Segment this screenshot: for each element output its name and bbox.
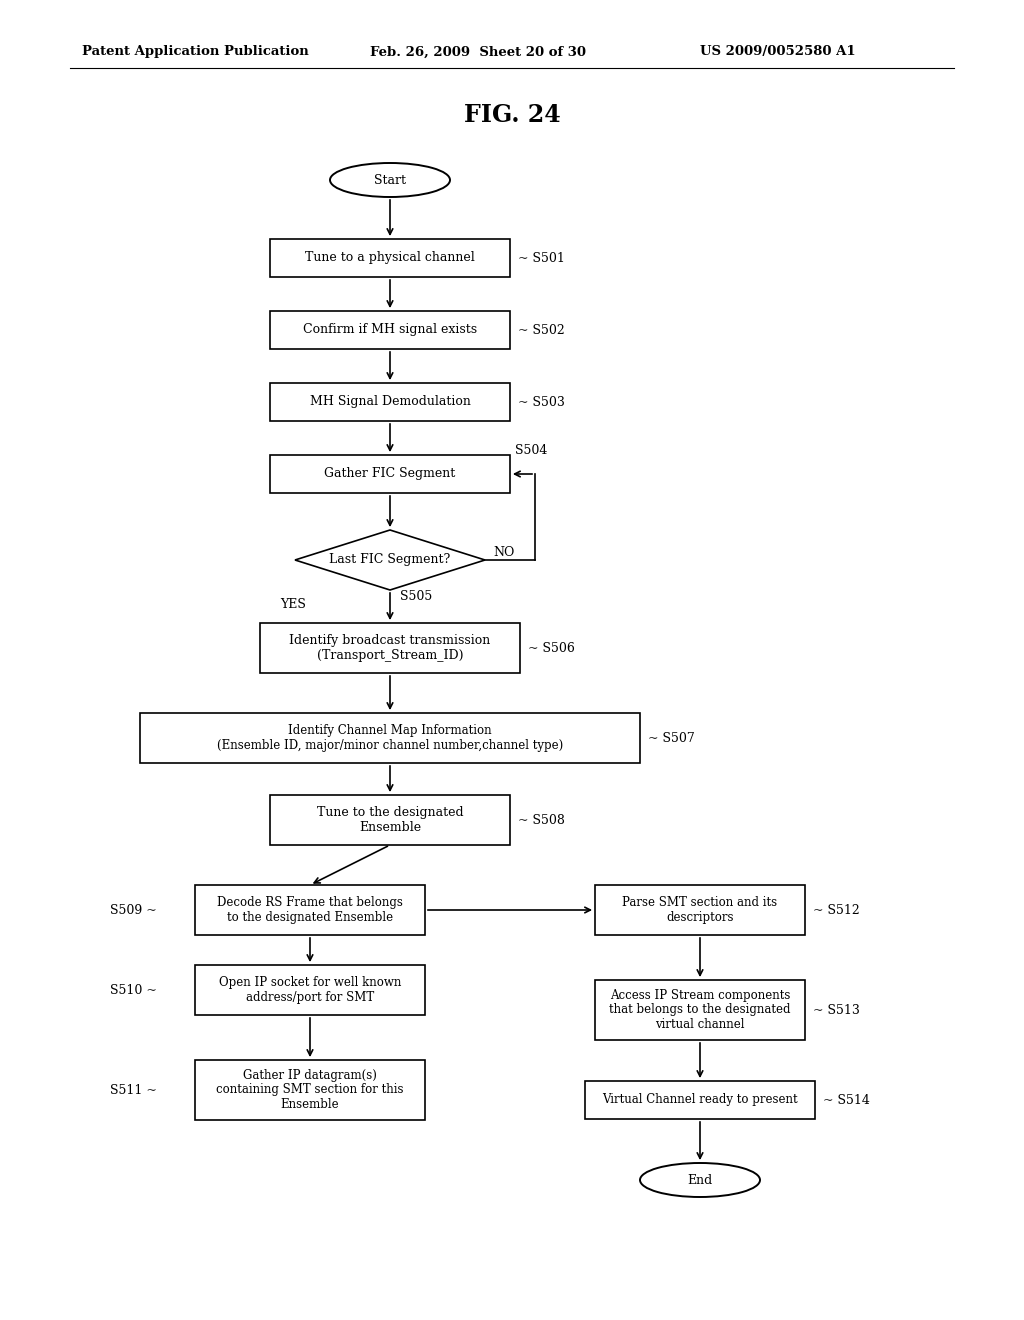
Text: Last FIC Segment?: Last FIC Segment?: [330, 553, 451, 566]
Text: Virtual Channel ready to present: Virtual Channel ready to present: [602, 1093, 798, 1106]
Text: S509 ~: S509 ~: [111, 903, 157, 916]
Text: YES: YES: [280, 598, 306, 610]
Polygon shape: [295, 531, 485, 590]
Text: S505: S505: [400, 590, 432, 602]
Text: Feb. 26, 2009  Sheet 20 of 30: Feb. 26, 2009 Sheet 20 of 30: [370, 45, 586, 58]
Bar: [195, 1060, 425, 1119]
Bar: [595, 884, 805, 935]
Text: Start: Start: [374, 173, 406, 186]
Text: Gather IP datagram(s)
containing SMT section for this
Ensemble: Gather IP datagram(s) containing SMT sec…: [216, 1068, 403, 1111]
Text: MH Signal Demodulation: MH Signal Demodulation: [309, 396, 470, 408]
Text: ~ S508: ~ S508: [518, 813, 565, 826]
Ellipse shape: [330, 162, 450, 197]
Text: S504: S504: [515, 444, 548, 457]
Bar: [270, 383, 510, 421]
Text: Tune to a physical channel: Tune to a physical channel: [305, 252, 475, 264]
Text: ~ S513: ~ S513: [813, 1003, 860, 1016]
Text: Identify Channel Map Information
(Ensemble ID, major/minor channel number,channe: Identify Channel Map Information (Ensemb…: [217, 723, 563, 752]
Text: Decode RS Frame that belongs
to the designated Ensemble: Decode RS Frame that belongs to the desi…: [217, 896, 402, 924]
Text: ~ S514: ~ S514: [823, 1093, 869, 1106]
Bar: [270, 239, 510, 277]
Text: ~ S501: ~ S501: [518, 252, 565, 264]
Text: NO: NO: [493, 545, 514, 558]
Text: ~ S503: ~ S503: [518, 396, 565, 408]
Text: End: End: [687, 1173, 713, 1187]
Bar: [270, 455, 510, 492]
Ellipse shape: [640, 1163, 760, 1197]
Bar: [585, 1081, 815, 1119]
Text: Patent Application Publication: Patent Application Publication: [82, 45, 309, 58]
Bar: [270, 312, 510, 348]
Text: ~ S506: ~ S506: [528, 642, 574, 655]
Text: Tune to the designated
Ensemble: Tune to the designated Ensemble: [316, 807, 463, 834]
Bar: [195, 884, 425, 935]
Bar: [270, 795, 510, 845]
Bar: [595, 979, 805, 1040]
Text: FIG. 24: FIG. 24: [464, 103, 560, 127]
Text: Access IP Stream components
that belongs to the designated
virtual channel: Access IP Stream components that belongs…: [609, 989, 791, 1031]
Text: Identify broadcast transmission
(Transport_Stream_ID): Identify broadcast transmission (Transpo…: [290, 634, 490, 663]
Text: US 2009/0052580 A1: US 2009/0052580 A1: [700, 45, 856, 58]
Text: Gather FIC Segment: Gather FIC Segment: [325, 467, 456, 480]
Text: ~ S502: ~ S502: [518, 323, 565, 337]
Text: ~ S507: ~ S507: [648, 731, 694, 744]
Bar: [195, 965, 425, 1015]
Text: Confirm if MH signal exists: Confirm if MH signal exists: [303, 323, 477, 337]
Bar: [260, 623, 520, 673]
Bar: [140, 713, 640, 763]
Text: S511 ~: S511 ~: [111, 1084, 157, 1097]
Text: ~ S512: ~ S512: [813, 903, 860, 916]
Text: Parse SMT section and its
descriptors: Parse SMT section and its descriptors: [623, 896, 777, 924]
Text: S510 ~: S510 ~: [111, 983, 157, 997]
Text: Open IP socket for well known
address/port for SMT: Open IP socket for well known address/po…: [219, 975, 401, 1005]
